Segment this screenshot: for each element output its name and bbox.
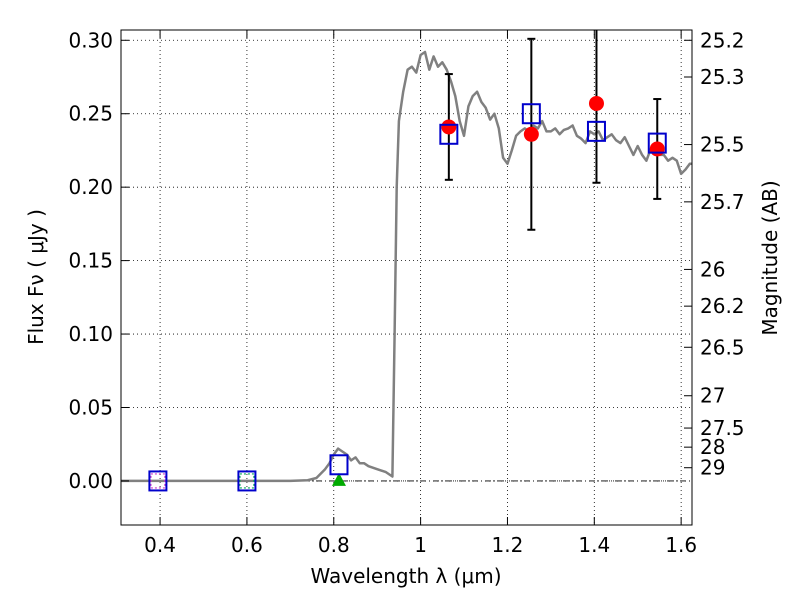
grid-lines [121, 30, 692, 525]
axis-ticks: 0.4 0.6 0.8 1 1.2 1.4 1.6 0.00 0.05 0.10 0.15 0.20 0… [68, 28, 744, 557]
y-axis-label: Flux Fν ( μJy ) [24, 209, 48, 345]
model-band-marker [237, 470, 257, 492]
y-tick-label: 0.10 [68, 322, 113, 346]
model-band-marker [521, 103, 541, 125]
y-tick-label: 0.20 [68, 175, 113, 199]
right-tick-label: 25.2 [700, 28, 745, 52]
right-tick-label: 27.5 [700, 416, 745, 440]
model-band-marker [647, 132, 667, 154]
y-tick-label: 0.05 [68, 395, 113, 419]
x-tick-label: 1.6 [665, 533, 697, 557]
plot-frame [120, 29, 693, 526]
x-tick-label: 1 [414, 533, 427, 557]
right-tick-label: 28 [700, 435, 725, 459]
observed-flux-marker [523, 126, 539, 142]
right-tick-label: 25.7 [700, 190, 745, 214]
right-tick-label: 26 [700, 257, 725, 281]
band-marker-inner [239, 473, 255, 489]
plot-background [121, 30, 692, 525]
model-band-marker [329, 454, 349, 476]
sed-line [121, 50, 692, 483]
observed-flux-marker [649, 141, 665, 157]
band-marker-inner [150, 473, 166, 489]
x-tick-label: 0.8 [318, 533, 350, 557]
x-tick-label: 0.4 [144, 533, 176, 557]
x-axis-label: Wavelength λ (μm) [310, 564, 501, 588]
y-tick-label: 0.00 [68, 469, 113, 493]
right-axis-label: Magnitude (AB) [758, 180, 782, 335]
x-tick-label: 0.6 [231, 533, 263, 557]
observed-flux-marker [441, 119, 457, 135]
x-tick-label: 1.4 [578, 533, 610, 557]
y-tick-label: 0.30 [68, 28, 113, 52]
data-markers [148, 95, 667, 492]
model-band-marker [586, 120, 606, 142]
model-band-marker [439, 123, 459, 145]
model-band-marker [148, 470, 168, 492]
observed-flux-marker [588, 95, 604, 111]
upper-limit-marker [331, 472, 346, 486]
right-tick-label: 27 [700, 384, 725, 408]
right-tick-label: 25.5 [700, 133, 745, 157]
model-sed-curve [121, 50, 692, 483]
y-tick-label: 0.15 [68, 249, 113, 273]
right-tick-label: 26.5 [700, 335, 745, 359]
right-tick-label: 26.2 [700, 294, 745, 318]
right-tick-label: 29 [700, 456, 725, 480]
right-tick-label: 25.3 [700, 65, 745, 89]
x-tick-label: 1.2 [492, 533, 524, 557]
y-tick-label: 0.25 [68, 102, 113, 126]
